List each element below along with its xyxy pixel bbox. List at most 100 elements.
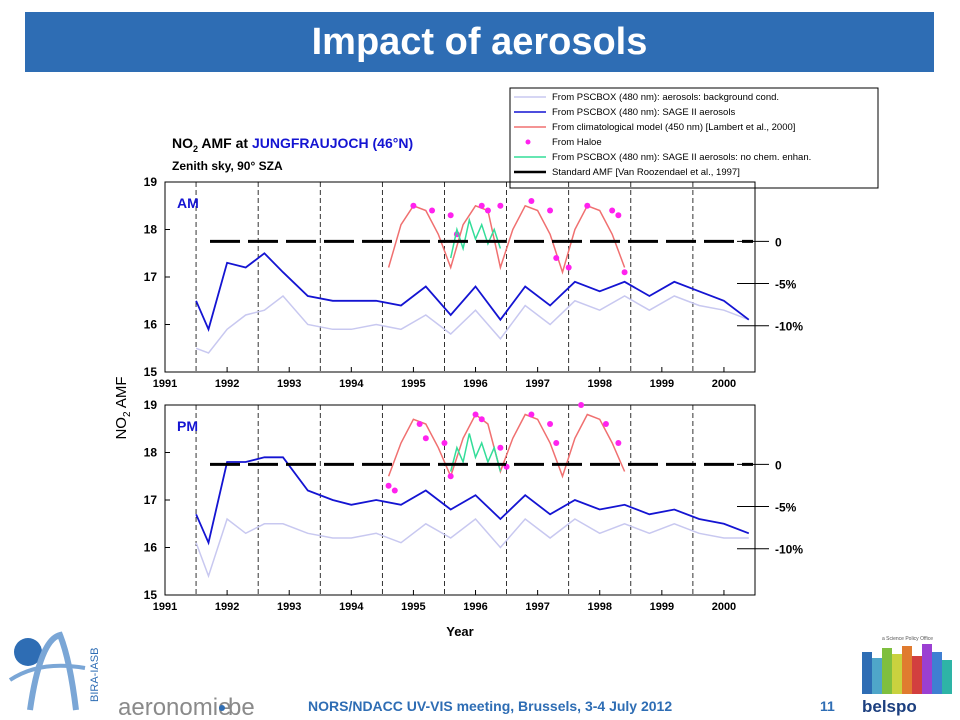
legend-entry: Standard AMF [Van Roozendael et al., 199…: [552, 167, 740, 178]
series-line-4: [449, 433, 502, 472]
y-tick-label: 15: [144, 588, 158, 602]
haloe-point: [565, 264, 572, 271]
haloe-point: [447, 212, 454, 219]
haloe-point: [621, 269, 628, 276]
x-tick-label: 2000: [712, 378, 736, 390]
percent-label: -5%: [775, 501, 797, 515]
haloe-point: [441, 440, 448, 446]
legend-entry: From PSCBOX (480 nm): SAGE II aerosols: …: [552, 152, 811, 163]
y-tick-label: 15: [144, 365, 158, 379]
chart-title: NO2 AMF at JUNGFRAUJOCH (46°N): [172, 135, 413, 154]
plot-frame: [164, 181, 756, 373]
series-line-4: [449, 217, 502, 259]
legend-entry: From climatological model (450 nm) [Lamb…: [552, 122, 795, 133]
x-tick-label: 1999: [650, 378, 674, 390]
haloe-point: [609, 207, 616, 214]
series-line-1: [195, 252, 750, 332]
x-tick-label: 1992: [215, 378, 239, 390]
haloe-point: [547, 207, 554, 214]
haloe-point: [410, 202, 417, 209]
haloe-point: [528, 411, 535, 418]
svg-text:a Science Policy Office: a Science Policy Office: [882, 636, 933, 642]
percent-label: -10%: [775, 320, 803, 334]
haloe-point: [484, 207, 491, 214]
x-tick-label: 1992: [215, 601, 239, 613]
x-tick-label: 1995: [401, 378, 425, 390]
haloe-point: [416, 421, 423, 427]
footer-text: NORS/NDACC UV-VIS meeting, Brussels, 3-4…: [308, 698, 673, 714]
y-tick-label: 17: [144, 493, 158, 507]
haloe-point: [478, 202, 485, 209]
haloe-point: [391, 487, 398, 494]
percent-label: 0: [775, 458, 782, 472]
haloe-point: [385, 482, 392, 489]
x-tick-label: 1996: [463, 378, 487, 390]
haloe-point: [553, 440, 560, 446]
x-axis-label: Year: [446, 624, 473, 639]
panel-label: PM: [177, 418, 198, 434]
panel-am: 15 16 17 18 19 1991 1992 1993 1994 1995 1996 1997 19…: [144, 175, 804, 390]
haloe-point: [528, 198, 535, 204]
y-axis-label: NO2 AMF: [113, 376, 133, 439]
svg-text:be: be: [228, 694, 255, 720]
x-tick-label: 2000: [712, 601, 736, 613]
y-tick-label: 18: [144, 223, 158, 237]
series-line-2: [387, 204, 626, 275]
bira-iasb-logo: BIRA-IASB aeronomie be: [8, 631, 255, 720]
haloe-point: [497, 202, 504, 209]
haloe-point: [584, 202, 591, 209]
chart-subtitle: Zenith sky, 90° SZA: [172, 159, 283, 173]
x-tick-label: 1994: [339, 378, 364, 390]
series-line-0: [195, 294, 750, 354]
panel-pm: 15 16 17 18 19 1991 1992 1993 1994 1995 1996 1997 19…: [144, 398, 804, 613]
percent-label: -5%: [775, 278, 797, 292]
series-line-2: [387, 413, 626, 479]
percent-label: 0: [775, 235, 782, 249]
series-line-0: [195, 517, 749, 579]
svg-text:belspo: belspo: [862, 697, 917, 716]
x-tick-label: 1998: [587, 378, 611, 390]
x-tick-label: 1991: [153, 378, 177, 390]
haloe-point: [447, 473, 454, 480]
haloe-point: [422, 435, 429, 442]
panel-label: AM: [177, 195, 199, 211]
y-tick-label: 16: [144, 541, 158, 555]
svg-text:aeronomie: aeronomie: [118, 694, 231, 720]
belspo-logo: a Science Policy Office belspo: [862, 636, 952, 716]
haloe-point: [578, 402, 585, 408]
y-tick-label: 19: [144, 398, 158, 412]
haloe-point: [547, 421, 554, 427]
y-tick-label: 16: [144, 318, 158, 332]
haloe-point: [478, 416, 485, 423]
x-tick-label: 1998: [587, 601, 611, 613]
x-tick-label: 1993: [277, 601, 301, 613]
series-line-1: [195, 456, 750, 546]
x-tick-label: 1991: [153, 601, 177, 613]
legend: From PSCBOX (480 nm): aerosols: backgrou…: [509, 87, 879, 189]
haloe-point: [429, 207, 436, 214]
x-tick-label: 1997: [525, 378, 549, 390]
page-number: 11: [820, 698, 835, 714]
haloe-point: [615, 212, 622, 219]
legend-marker: [525, 139, 531, 145]
y-tick-label: 19: [144, 175, 158, 189]
x-tick-label: 1994: [339, 601, 364, 613]
plot-frame: [164, 404, 756, 596]
haloe-point: [602, 421, 609, 427]
x-tick-label: 1999: [650, 601, 674, 613]
haloe-point: [615, 440, 622, 446]
legend-entry: From PSCBOX (480 nm): aerosols: backgrou…: [552, 92, 779, 103]
haloe-point: [497, 444, 504, 451]
percent-label: -10%: [775, 543, 803, 557]
svg-text:BIRA-IASB: BIRA-IASB: [89, 648, 101, 702]
x-tick-label: 1996: [463, 601, 487, 613]
x-tick-label: 1995: [401, 601, 425, 613]
x-tick-label: 1997: [525, 601, 549, 613]
legend-entry: From Haloe: [552, 137, 602, 148]
x-tick-label: 1993: [277, 378, 301, 390]
legend-entry: From PSCBOX (480 nm): SAGE II aerosols: [552, 107, 735, 118]
haloe-point: [553, 255, 560, 261]
y-tick-label: 18: [144, 446, 158, 460]
slide-title: Impact of aerosols: [25, 12, 934, 72]
